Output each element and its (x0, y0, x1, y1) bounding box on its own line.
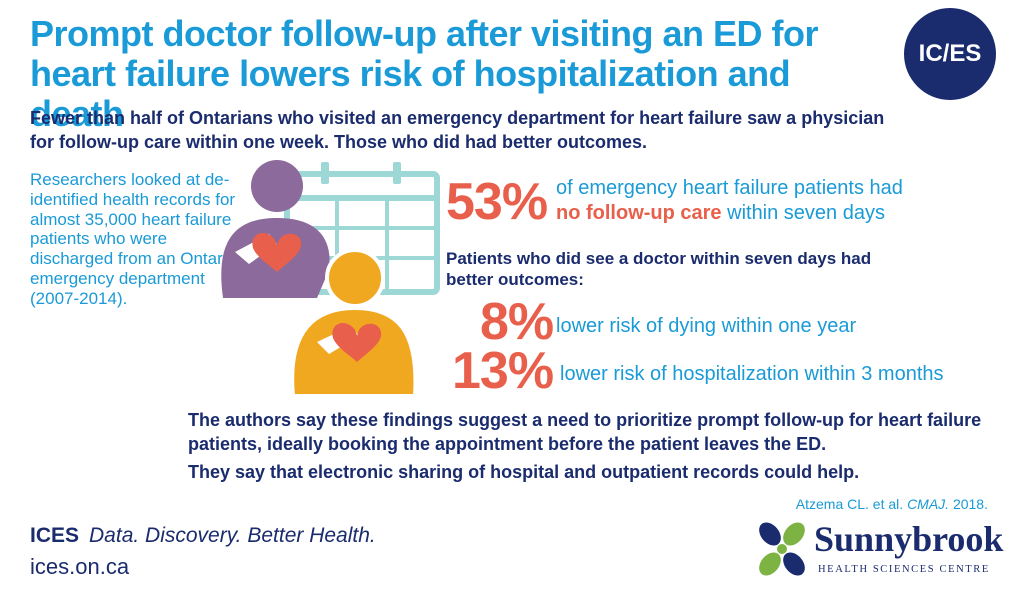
footer-url[interactable]: ices.on.ca (30, 554, 130, 579)
researchers-text: Researchers looked at de-identified heal… (30, 170, 236, 308)
authors-text: The authors say these findings suggest a… (188, 410, 982, 454)
citation-journal: CMAJ. (907, 496, 950, 512)
intro-text: Fewer than half of Ontarians who visited… (30, 108, 885, 152)
sunnybrook-leaf-icon (759, 522, 805, 576)
footer-brand: ICES Data. Discovery. Better Health. (30, 524, 376, 548)
patients-illustration (221, 160, 440, 398)
stat-13-text: lower risk of hospitalization within 3 m… (560, 363, 944, 385)
patient-gold-icon (290, 248, 418, 398)
ices-logo-text: IC/ES (918, 40, 982, 67)
sunnybrook-logo: Sunnybrook HEALTH SCIENCES CENTRE (756, 518, 1003, 586)
stat-main-highlight: no follow-up care (556, 202, 722, 224)
patient-purple-icon (221, 160, 330, 298)
footer-tagline: Data. Discovery. Better Health. (89, 524, 376, 547)
sunnybrook-name: Sunnybrook (814, 519, 1004, 559)
stat-8-text: lower risk of dying within one year (556, 315, 857, 337)
citation-authors: Atzema CL. et al. (795, 496, 908, 512)
stat-main-text-2: no follow-up care within seven days (556, 201, 885, 225)
citation-year: 2018. (949, 496, 988, 512)
stat-main-text-1: of emergency heart failure patients had (556, 177, 903, 199)
stat-13-value: 13% (452, 342, 554, 400)
broken-heart-icon (252, 233, 302, 272)
stat-main-value: 53% (446, 173, 548, 231)
broken-heart-icon (332, 323, 382, 362)
stat-8-value: 8% (480, 293, 554, 351)
ices-logo: IC/ES (904, 8, 996, 100)
footer-ices: ICES (30, 524, 80, 547)
outcomes-subhead: Patients who did see a doctor within sev… (446, 249, 872, 289)
page-title: Prompt doctor follow-up after visiting a… (30, 13, 819, 134)
sunnybrook-subtitle: HEALTH SCIENCES CENTRE (818, 564, 990, 575)
sharing-text: They say that electronic sharing of hosp… (188, 462, 860, 482)
stat-main-after: within seven days (721, 202, 885, 224)
citation: Atzema CL. et al. CMAJ. 2018. (796, 496, 988, 512)
